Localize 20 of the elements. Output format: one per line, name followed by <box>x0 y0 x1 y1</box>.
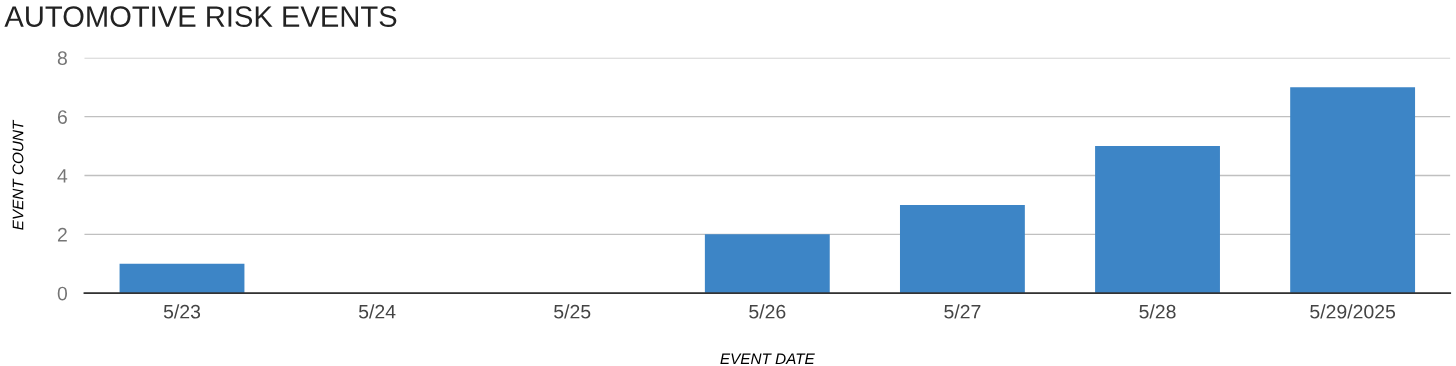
x-tick-label: 5/28 <box>1139 304 1176 319</box>
bar <box>899 204 1025 294</box>
x-tick-label: 5/23 <box>163 304 201 319</box>
y-tick-label: 0 <box>57 286 68 301</box>
bar <box>704 234 830 294</box>
bar <box>119 263 245 294</box>
y-tick-label: 4 <box>57 169 68 183</box>
bar <box>1095 146 1220 294</box>
x-tick-label: 5/24 <box>358 304 396 319</box>
x-tick-label: 5/25 <box>554 304 591 319</box>
y-tick-label: 8 <box>57 51 67 66</box>
y-axis-title: EVENT COUNT <box>12 119 24 230</box>
x-tick-label: 5/26 <box>749 304 786 319</box>
x-axis-title: EVENT DATE <box>720 353 815 365</box>
x-tick-label: 5/27 <box>944 304 981 319</box>
x-tick-label: 5/29/2025 <box>1310 304 1396 319</box>
chart-title: AUTOMOTIVE RISK EVENTS <box>4 6 397 27</box>
y-tick-label: 6 <box>57 110 67 124</box>
y-tick-label: 2 <box>57 227 67 242</box>
bar <box>1290 87 1416 294</box>
